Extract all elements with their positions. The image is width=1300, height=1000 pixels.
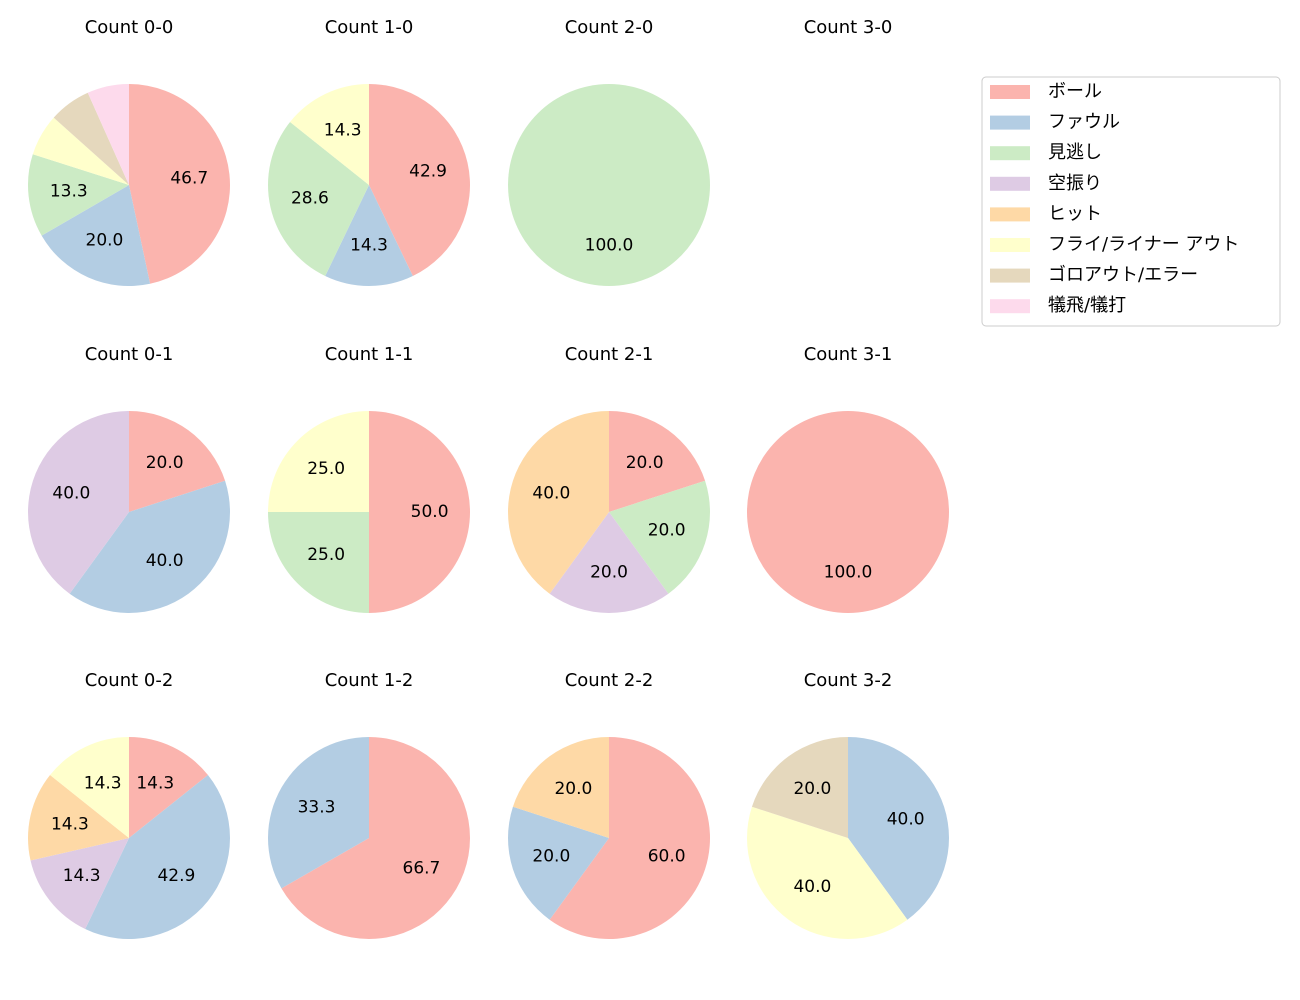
- chart-title: Count 3-0: [804, 17, 893, 38]
- slice-label: 14.3: [136, 773, 174, 793]
- slice-label: 42.9: [157, 866, 195, 886]
- pie-slice: [369, 84, 471, 276]
- slice-label: 46.7: [170, 169, 208, 189]
- slice-label: 14.3: [51, 815, 89, 835]
- legend-label: フライ/ライナー アウト: [1048, 234, 1239, 255]
- slice-label: 50.0: [411, 502, 449, 522]
- pie-slice: [268, 411, 369, 512]
- slice-label: 40.0: [887, 809, 925, 829]
- slice-label: 20.0: [648, 521, 686, 541]
- legend-swatch: [990, 268, 1030, 283]
- legend-swatch: [990, 207, 1030, 222]
- legend-swatch: [990, 85, 1030, 99]
- legend-label: 見逃し: [1048, 142, 1102, 163]
- slice-label: 14.3: [350, 236, 388, 256]
- chart-title: Count 2-1: [565, 344, 654, 365]
- pie-slice: [129, 84, 230, 284]
- legend-swatch: [990, 176, 1030, 191]
- pie-slice: [325, 185, 413, 287]
- pie-slice: [87, 84, 129, 185]
- pie-slice: [751, 737, 848, 838]
- slice-label: 20.0: [532, 847, 570, 867]
- legend-label: ゴロアウト/エラー: [1048, 265, 1198, 286]
- pie-slice: [28, 775, 130, 861]
- slice-label: 13.3: [50, 182, 88, 202]
- chart-title: Count 2-2: [565, 670, 654, 691]
- slice-label: 40.0: [52, 483, 90, 503]
- pie-slice: [369, 411, 470, 613]
- pie-slice: [30, 838, 129, 929]
- slice-label: 20.0: [554, 779, 592, 799]
- pie-slice: [747, 411, 949, 613]
- slice-label: 20.0: [86, 230, 124, 250]
- pie-slice: [549, 737, 710, 940]
- slice-label: 25.0: [307, 545, 345, 565]
- legend-box: [981, 76, 1281, 327]
- slice-label: 40.0: [146, 551, 184, 571]
- pie-slice: [53, 92, 129, 185]
- legend-label: 犠飛/犠打: [1048, 295, 1126, 316]
- pie-slice: [512, 737, 609, 838]
- chart-title: Count 2-0: [565, 17, 654, 38]
- chart-title: Count 3-1: [804, 344, 893, 365]
- chart-title: Count 1-1: [325, 344, 414, 365]
- slice-label: 20.0: [793, 779, 831, 799]
- slice-label: 60.0: [648, 847, 686, 867]
- chart-title: Count 0-0: [85, 17, 174, 38]
- legend-label: 空振り: [1048, 173, 1102, 194]
- pie-slice: [268, 512, 369, 613]
- pie-slice: [609, 480, 710, 594]
- slice-label: 40.0: [793, 877, 831, 897]
- pie-slice: [69, 480, 230, 613]
- legend-label: ヒット: [1048, 203, 1102, 224]
- pie-slice: [508, 411, 609, 594]
- chart-title: Count 1-2: [325, 670, 414, 691]
- slice-label: 100.0: [824, 563, 873, 583]
- pie-slice: [28, 410, 130, 594]
- pie-slice: [129, 737, 208, 838]
- legend-swatch: [990, 238, 1030, 252]
- legend-swatch: [990, 299, 1030, 314]
- pie-slice: [268, 122, 369, 276]
- pie-slice: [41, 185, 151, 286]
- chart-title: Count 1-0: [325, 17, 414, 38]
- pie-slice: [50, 737, 129, 838]
- slice-label: 14.3: [63, 866, 101, 886]
- pie-slice: [508, 806, 609, 920]
- chart-title: Count 0-1: [85, 344, 174, 365]
- pie-slice: [268, 737, 369, 889]
- chart-title: Count 3-2: [804, 670, 893, 691]
- slice-label: 20.0: [146, 453, 184, 473]
- slice-label: 40.0: [532, 483, 570, 503]
- pie-slice: [848, 736, 950, 920]
- pie-slice: [28, 154, 130, 236]
- legend-label: ファウル: [1048, 112, 1120, 133]
- legend-swatch: [990, 146, 1030, 161]
- slice-label: 25.0: [307, 459, 345, 479]
- slice-label: 66.7: [403, 858, 441, 878]
- chart-title: Count 0-2: [85, 670, 174, 691]
- slice-label: 20.0: [626, 453, 664, 473]
- slice-label: 14.3: [324, 120, 362, 140]
- pie-slice: [129, 411, 226, 512]
- legend-swatch: [990, 115, 1030, 130]
- pie-slice: [290, 84, 369, 185]
- slice-label: 100.0: [585, 236, 634, 256]
- pie-slice: [609, 411, 706, 512]
- pie-slice: [747, 806, 908, 939]
- slice-label: 42.9: [409, 162, 447, 182]
- pie-slice: [32, 117, 129, 185]
- pie-slice: [85, 775, 230, 939]
- legend-label: ボール: [1048, 81, 1102, 102]
- slice-label: 33.3: [298, 798, 336, 818]
- pie-slice: [549, 512, 669, 613]
- slice-label: 20.0: [590, 563, 628, 583]
- pie-slice: [508, 84, 710, 286]
- slice-label: 28.6: [291, 188, 329, 208]
- slice-label: 14.3: [84, 773, 122, 793]
- pie-slice: [281, 737, 471, 939]
